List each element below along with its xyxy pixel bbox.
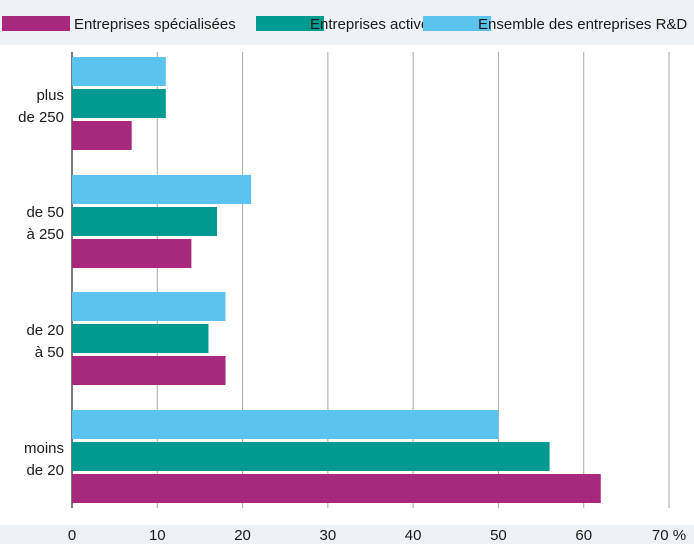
bar [72, 57, 166, 86]
legend-label: Entreprises actives [310, 16, 437, 33]
bar [72, 292, 226, 321]
bar [72, 121, 132, 150]
bar [72, 175, 252, 204]
category-label: moins de 20 [24, 440, 64, 479]
x-tick-label: 70 % [652, 527, 686, 544]
category-label: de 20 à 50 [26, 322, 64, 361]
bars [72, 57, 601, 503]
category-label: de 50 à 250 [26, 204, 64, 243]
x-tick-label: 20 [234, 527, 251, 544]
legend-swatch [256, 16, 324, 31]
category-labels: plus de 250 de 50 à 250 de 20 à 50 moins de 20 [18, 87, 64, 479]
bar [72, 410, 499, 439]
bar [72, 474, 601, 503]
bar [72, 356, 226, 385]
legend-item: Entreprises spécialisées [2, 16, 236, 33]
bar [72, 207, 217, 236]
legend-label: Ensemble des entreprises R&D [478, 16, 687, 33]
bar [72, 239, 192, 268]
x-tick-label: 0 [68, 527, 76, 544]
legend-swatch [2, 16, 70, 31]
legend-item: Entreprises actives [256, 16, 437, 33]
x-tick-label: 50 [490, 527, 507, 544]
legend-item: Ensemble des entreprises R&D [423, 16, 687, 33]
bar [72, 89, 166, 118]
category-label: plus de 250 [18, 87, 64, 126]
x-tick-labels: 0 10 20 30 40 50 60 70 % [68, 527, 686, 544]
bar [72, 324, 209, 353]
legend-swatch [423, 16, 491, 31]
x-tick-label: 10 [149, 527, 166, 544]
x-tick-label: 60 [575, 527, 592, 544]
legend: Entreprises spécialisées Entreprises acti… [2, 16, 687, 33]
legend-label: Entreprises spécialisées [74, 16, 236, 33]
bar [72, 442, 550, 471]
x-tick-label: 40 [405, 527, 422, 544]
x-tick-label: 30 [320, 527, 337, 544]
